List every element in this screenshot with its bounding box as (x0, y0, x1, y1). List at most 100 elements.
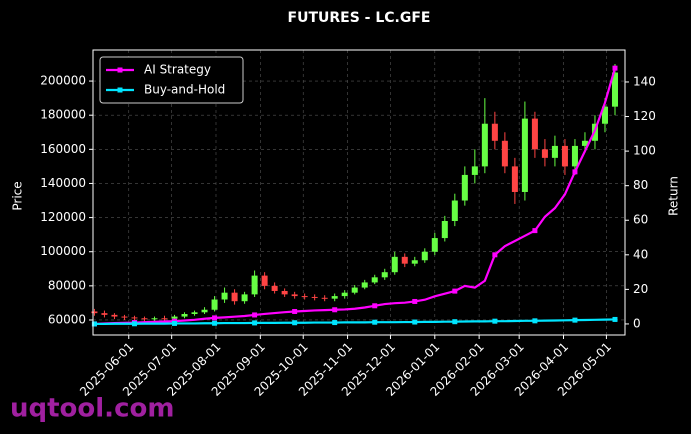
candle-body (171, 316, 178, 319)
candle-body (341, 292, 348, 297)
line-marker (612, 65, 618, 71)
y-tick-label: 160000 (40, 142, 86, 156)
candle-body (181, 314, 188, 317)
candle-body (221, 292, 228, 300)
candle-body (561, 145, 568, 167)
line-marker (292, 320, 298, 326)
candle-body (161, 318, 168, 320)
candle-body (271, 285, 278, 291)
candle-body (231, 292, 238, 302)
candle-body (111, 314, 118, 317)
legend-label: Buy-and-Hold (144, 83, 225, 97)
candle-body (551, 145, 558, 158)
y-tick-label: 200000 (40, 74, 86, 88)
candle-body (301, 296, 308, 298)
y2-tick-label: 100 (633, 144, 656, 158)
plot-frame (92, 49, 626, 336)
candle-body (151, 318, 158, 320)
candle-body (201, 309, 208, 313)
line-marker (572, 169, 578, 175)
line-marker (131, 321, 137, 327)
y2-tick-label: 140 (633, 74, 656, 88)
line-marker (172, 320, 178, 326)
line-marker (492, 318, 498, 324)
watermark: uqtool.com (10, 394, 174, 424)
candle-body (91, 311, 98, 314)
y2-tick-label: 80 (633, 178, 648, 192)
y2-tick-label: 120 (633, 109, 656, 123)
candle-body (261, 275, 268, 286)
y-axis-label: Price (11, 181, 25, 210)
legend-marker (117, 67, 123, 73)
y-tick-label: 60000 (48, 312, 86, 326)
y-tick-label: 100000 (40, 244, 86, 258)
candle-body (581, 140, 588, 146)
y2-tick-label: 60 (633, 213, 648, 227)
chart-title: FUTURES - LC.GFE (288, 10, 431, 26)
candle-body (441, 221, 448, 239)
candle-body (131, 317, 138, 319)
candle-body (611, 72, 618, 107)
line-marker (412, 298, 418, 304)
line-marker (452, 288, 458, 294)
line-marker (332, 307, 338, 313)
candle-body (391, 256, 398, 273)
candle-body (311, 296, 318, 298)
candle-body (601, 106, 608, 124)
candle-body (541, 149, 548, 158)
line-marker (532, 228, 538, 234)
candle-body (291, 294, 298, 297)
candle-body (511, 166, 518, 192)
candle-body (121, 316, 128, 318)
y2-tick-label: 20 (633, 282, 648, 296)
candle-body (501, 140, 508, 167)
candle-body (351, 287, 358, 293)
candle-body (461, 174, 468, 201)
line-marker (372, 319, 378, 325)
candle-body (101, 313, 108, 315)
line-marker (372, 303, 378, 309)
legend-marker (117, 87, 123, 93)
candle-body (251, 275, 258, 295)
line-marker (572, 317, 578, 323)
y2-tick-label: 40 (633, 247, 648, 261)
line-marker (412, 319, 418, 325)
candle-body (381, 272, 388, 278)
line-marker (292, 308, 298, 314)
candle-body (471, 166, 478, 175)
candle-body (371, 277, 378, 283)
candle-body (531, 118, 538, 150)
y2-tick-label: 0 (633, 316, 641, 330)
candle-body (431, 238, 438, 252)
line-marker (252, 312, 258, 318)
candle-body (451, 200, 458, 221)
line-marker (452, 319, 458, 325)
line-marker (91, 321, 97, 327)
line-marker (332, 320, 338, 326)
legend-label: AI Strategy (144, 63, 211, 77)
candle-body (411, 260, 418, 264)
candle-body (281, 290, 288, 295)
y-tick-label: 120000 (40, 210, 86, 224)
line-marker (212, 320, 218, 326)
y-tick-label: 80000 (48, 278, 86, 292)
candle-body (521, 118, 528, 192)
line-marker (212, 315, 218, 321)
candle-body (241, 294, 248, 302)
candle-body (421, 251, 428, 261)
candle-body (401, 256, 408, 264)
candle-body (491, 123, 498, 141)
candle-body (191, 312, 198, 315)
line-marker (492, 252, 498, 258)
line-marker (252, 320, 258, 326)
return-line (94, 318, 616, 326)
line-marker (612, 316, 618, 322)
candle-body (571, 145, 578, 167)
y-tick-label: 180000 (40, 108, 86, 122)
line-marker (532, 318, 538, 324)
candle-body (361, 282, 368, 288)
candle-body (331, 296, 338, 299)
candle-body (321, 297, 328, 299)
y2-axis-label: Return (667, 176, 681, 216)
